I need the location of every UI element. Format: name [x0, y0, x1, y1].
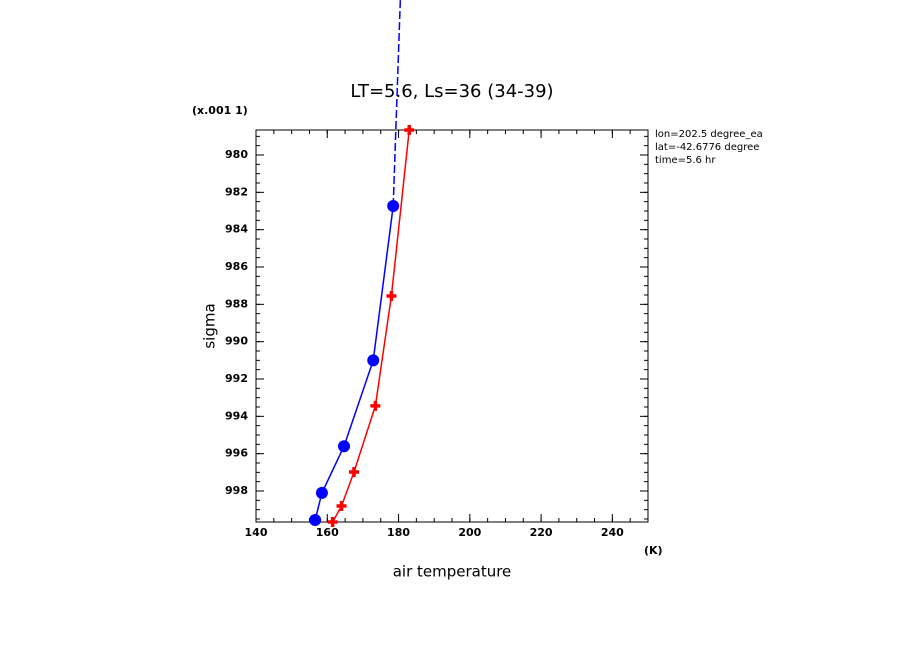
x-axis-label: air temperature [393, 563, 512, 581]
y-tick-label: 990 [225, 335, 248, 348]
point [336, 500, 347, 511]
x-tick-label: 140 [245, 526, 268, 539]
point [315, 486, 328, 499]
annotation: lat=-42.6776 degree [655, 142, 759, 153]
point [309, 513, 322, 526]
point [349, 466, 359, 477]
y-tick-label: 984 [225, 223, 248, 236]
x-tick-label: 220 [530, 526, 553, 539]
x-tick-label: 180 [387, 526, 410, 539]
series-line [392, 0, 402, 206]
chart-title: LT=5.6, Ls=36 (34-39) [350, 81, 553, 102]
point [338, 440, 351, 453]
y-tick-label: 992 [225, 372, 248, 385]
y-tick-label: 996 [225, 447, 248, 460]
x-tick-label: 200 [458, 526, 481, 539]
point [327, 517, 338, 527]
y-tick-label: 986 [225, 260, 248, 273]
x-tick-label: 160 [316, 526, 339, 539]
annotation: lon=202.5 degree_ea [655, 129, 763, 140]
y-tick-label: 994 [225, 409, 248, 422]
annotation: time=5.6 hr [655, 155, 716, 166]
point [370, 400, 381, 411]
y-tick-label: 980 [225, 148, 248, 161]
y-tick-label: 998 [225, 484, 248, 497]
y-tick-label: 988 [225, 297, 248, 310]
x-tick-label: 240 [601, 526, 624, 539]
y-unit-label: (x.001 1) [192, 104, 248, 117]
y-tick-label: 982 [225, 185, 248, 198]
point [386, 290, 397, 301]
plot-frame [255, 129, 649, 523]
point [404, 125, 415, 135]
point [367, 354, 380, 367]
y-axis-label: sigma [201, 303, 219, 348]
x-unit-label: (K) [644, 544, 663, 557]
series-line [331, 129, 410, 523]
